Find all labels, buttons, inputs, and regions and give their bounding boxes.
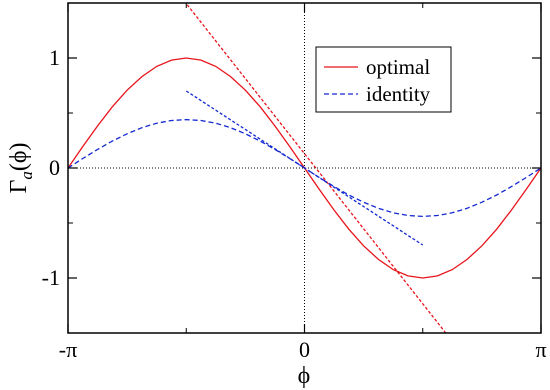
y-axis-title-sub: a — [17, 171, 36, 180]
series-layer — [68, 3, 541, 333]
x-tick-label-1: 0 — [299, 337, 310, 362]
tangent-line-3 — [185, 90, 424, 246]
y-axis-title-main: Γ — [6, 180, 32, 194]
y-tick-label-2: 1 — [49, 45, 60, 70]
x-axis-title: ϕ — [298, 363, 311, 389]
legend-label-identity: identity — [366, 82, 431, 106]
tangent-line-2 — [185, 3, 447, 333]
x-tick-label-2: π — [535, 337, 546, 362]
y-axis-title-tail: (ϕ) — [6, 143, 32, 172]
legend-label-optimal: optimal — [366, 55, 430, 79]
axis-ticks: -π 0 π -1 0 1 — [42, 3, 547, 362]
y-tick-label-1: 0 — [49, 155, 60, 180]
y-axis-title: Γa(ϕ) — [6, 143, 36, 194]
legend: optimal identity — [315, 46, 452, 113]
legend-box — [315, 46, 452, 113]
y-tick-label-0: -1 — [42, 265, 60, 290]
x-tick-label-0: -π — [59, 337, 77, 362]
